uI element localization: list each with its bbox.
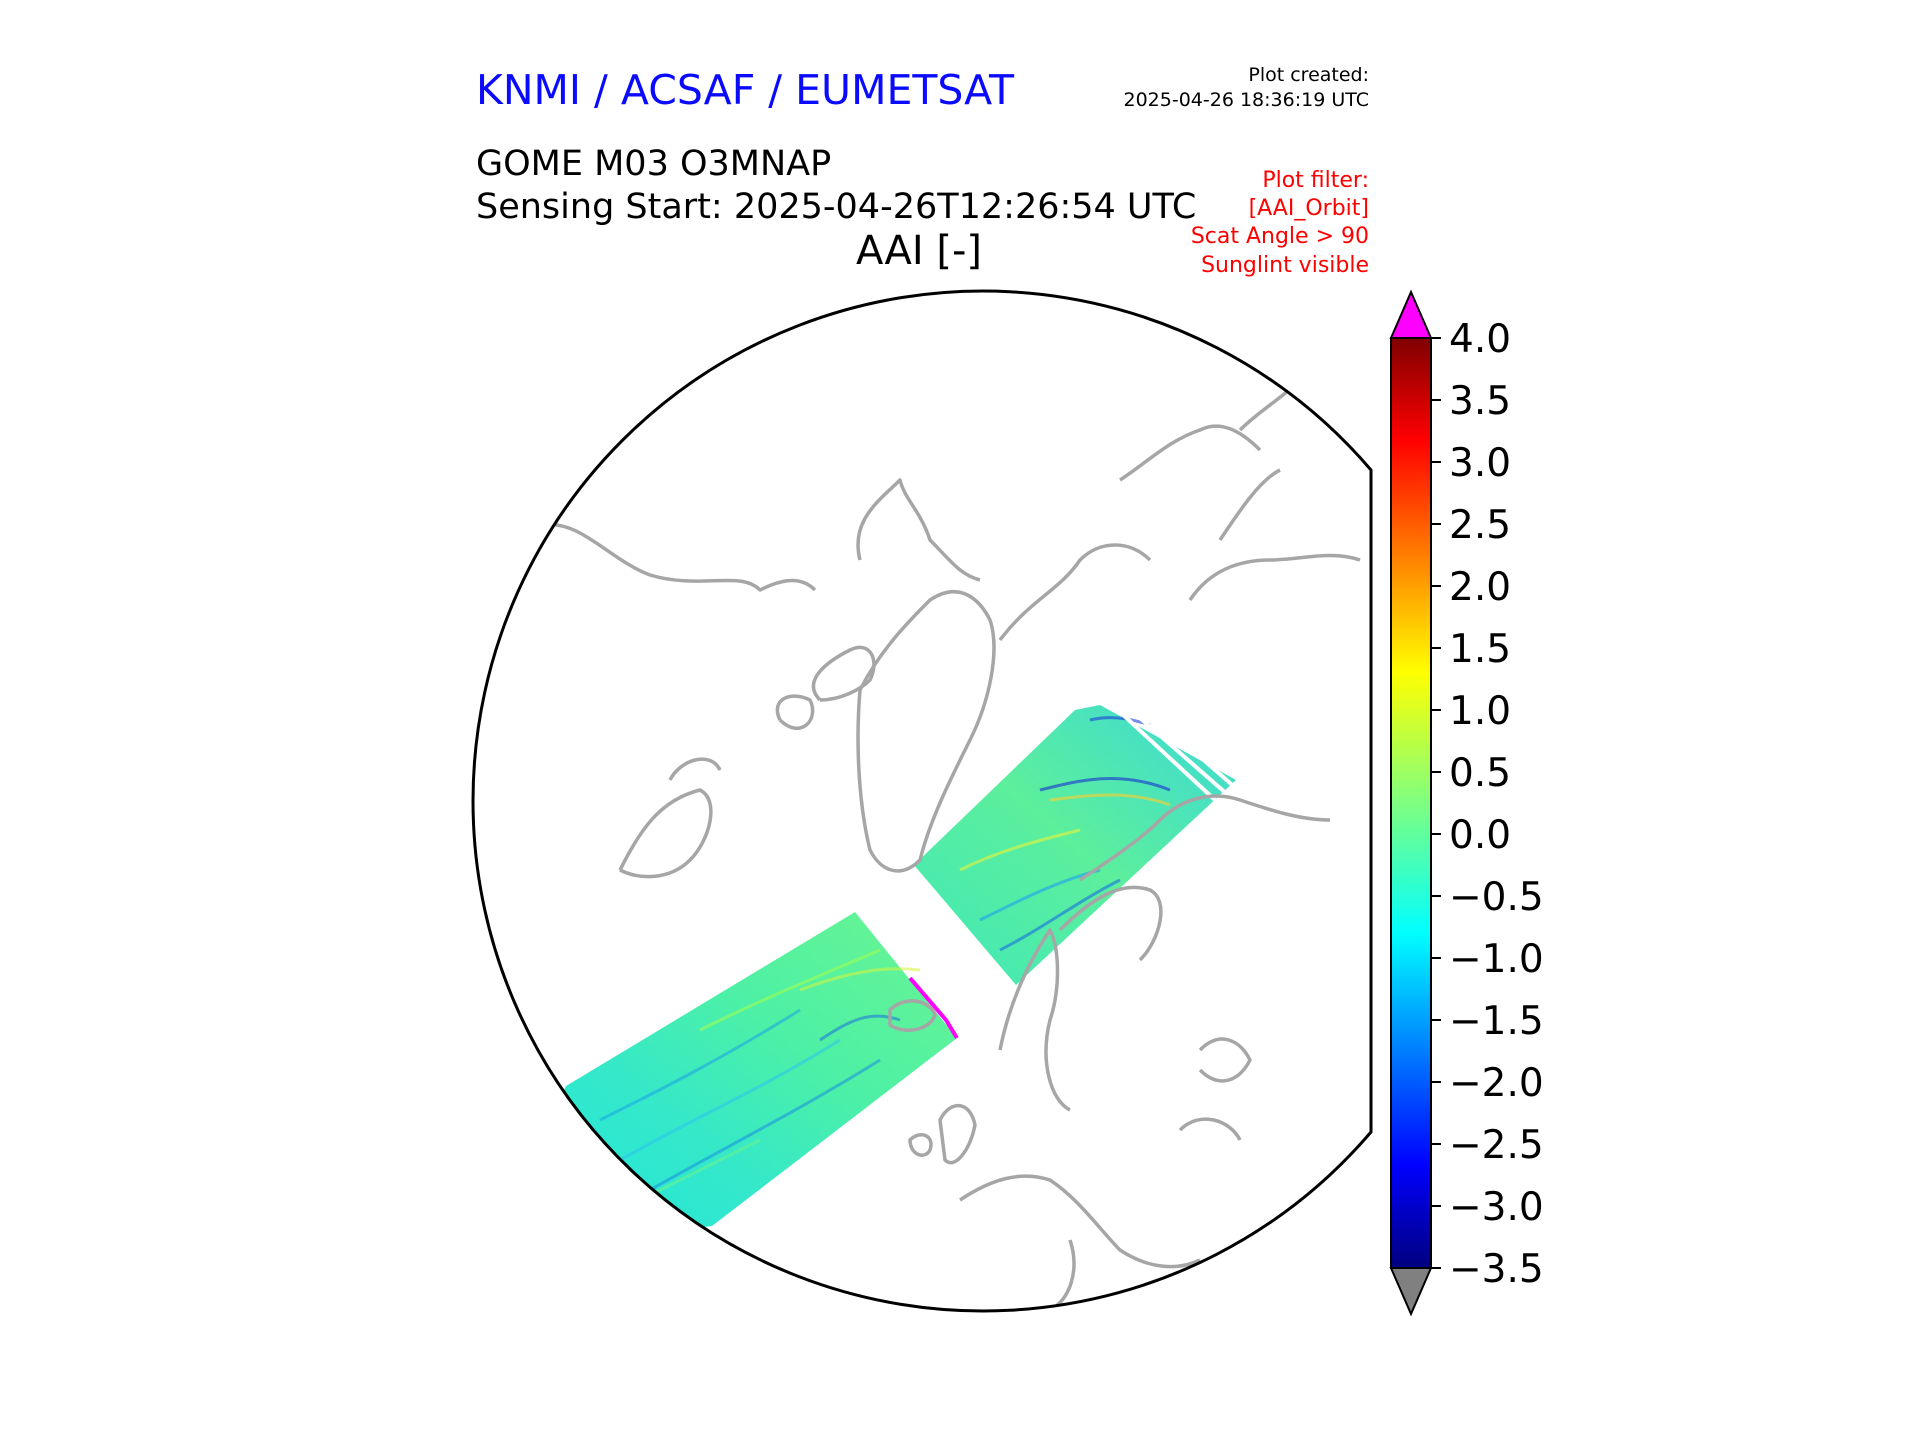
map-boundary — [471, 289, 1373, 1313]
plot-filter-label: Plot filter: — [1262, 168, 1369, 193]
swath-stripes — [1118, 710, 1240, 802]
variable-title: AAI [-] — [856, 228, 982, 274]
plot-created-label: Plot created: — [1248, 64, 1369, 86]
colorbar-tick-label: −1.0 — [1449, 937, 1544, 982]
aai-swath-atlantic — [540, 912, 957, 1240]
colorbar-tick-label: −0.5 — [1449, 875, 1544, 920]
colorbar-tick-label: 0.5 — [1449, 751, 1511, 796]
colorbar-tick-label: −2.0 — [1449, 1061, 1544, 1106]
product-title: GOME M03 O3MNAP — [476, 144, 832, 184]
plot-created-timestamp: 2025-04-26 18:36:19 UTC — [1123, 89, 1370, 111]
colorbar-tick-label: 2.5 — [1449, 503, 1511, 548]
colorbar-gradient — [1390, 337, 1432, 1269]
colorbar-tick-label: 3.5 — [1449, 379, 1511, 424]
colorbar-ticks: 4.0 3.5 3.0 2.5 2.0 1.5 1.0 0.5 0.0 −0.5 −1.0 −1.5 −… — [1431, 317, 1544, 1292]
swath-atlantic-texture — [599, 948, 921, 1202]
plot-filter-orbit: [AAI_Orbit] — [1248, 196, 1369, 221]
colorbar-tick-label: 0.0 — [1449, 813, 1511, 858]
colorbar-tick-label: 3.0 — [1449, 441, 1511, 486]
colorbar-tick-label: 4.0 — [1449, 317, 1511, 362]
colorbar-tick-label: 2.0 — [1449, 565, 1511, 610]
plot-filter-sunglint: Sunglint visible — [1201, 253, 1369, 278]
colorbar-tick-label: −3.0 — [1449, 1185, 1544, 1230]
colorbar-over-extension — [1389, 289, 1433, 339]
swath-atlantic-overflow-edge — [908, 976, 959, 1040]
aai-swath-eurasia-arctic — [914, 705, 1236, 985]
colorbar-tick-label: −2.5 — [1449, 1123, 1544, 1168]
colorbar-tick-label: 1.0 — [1449, 689, 1511, 734]
colorbar-tick-label: 1.5 — [1449, 627, 1511, 672]
sensing-start: Sensing Start: 2025-04-26T12:26:54 UTC — [476, 187, 1197, 227]
colorbar-tick-label: −1.5 — [1449, 999, 1544, 1044]
plot-filter-scat-angle: Scat Angle > 90 — [1190, 224, 1369, 249]
colorbar-under-extension — [1389, 1267, 1433, 1317]
colorbar-tick-label: −3.5 — [1449, 1247, 1544, 1292]
organization-title: KNMI / ACSAF / EUMETSAT — [476, 66, 1015, 114]
